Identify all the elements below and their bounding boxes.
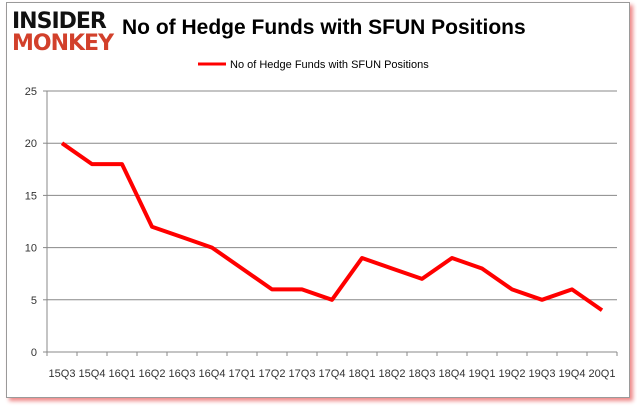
x-tick-label: 18Q3 bbox=[409, 368, 436, 380]
x-tick-label: 15Q4 bbox=[79, 368, 106, 380]
y-tick-label: 25 bbox=[25, 86, 37, 98]
x-tick-label: 18Q1 bbox=[349, 368, 376, 380]
x-tick-label: 17Q2 bbox=[259, 368, 286, 380]
chart-frame bbox=[6, 2, 630, 398]
y-tick-label: 5 bbox=[31, 295, 37, 307]
series-line bbox=[60, 141, 604, 312]
x-tick-label: 16Q1 bbox=[109, 368, 136, 380]
x-tick-label: 16Q4 bbox=[199, 368, 226, 380]
x-tick-label: 19Q3 bbox=[529, 368, 556, 380]
x-tick-label: 16Q3 bbox=[169, 368, 196, 380]
y-tick-label: 0 bbox=[31, 347, 37, 359]
x-tick-label: 15Q3 bbox=[49, 368, 76, 380]
logo-text-insider: INSIDER bbox=[12, 9, 107, 34]
x-tick-label: 18Q2 bbox=[379, 368, 406, 380]
x-tick-label: 19Q1 bbox=[469, 368, 496, 380]
x-tick-label: 18Q4 bbox=[439, 368, 466, 380]
x-tick-label: 17Q3 bbox=[289, 368, 316, 380]
x-tick-label: 20Q1 bbox=[589, 368, 616, 380]
logo-text-monkey: MONKEY bbox=[12, 31, 115, 56]
x-tick-label: 16Q2 bbox=[139, 368, 166, 380]
x-tick-label: 17Q1 bbox=[229, 368, 256, 380]
x-tick-label: 17Q4 bbox=[319, 368, 346, 380]
y-tick-label: 10 bbox=[25, 243, 37, 255]
y-tick-label: 20 bbox=[25, 138, 37, 150]
insider-monkey-logo: INSIDER MONKEY bbox=[12, 9, 116, 56]
legend-label: No of Hedge Funds with SFUN Positions bbox=[230, 59, 429, 71]
x-tick-label: 19Q2 bbox=[499, 368, 526, 380]
y-tick-label: 15 bbox=[25, 190, 37, 202]
chart-title: No of Hedge Funds with SFUN Positions bbox=[122, 16, 526, 39]
x-tick-label: 19Q4 bbox=[559, 368, 586, 380]
